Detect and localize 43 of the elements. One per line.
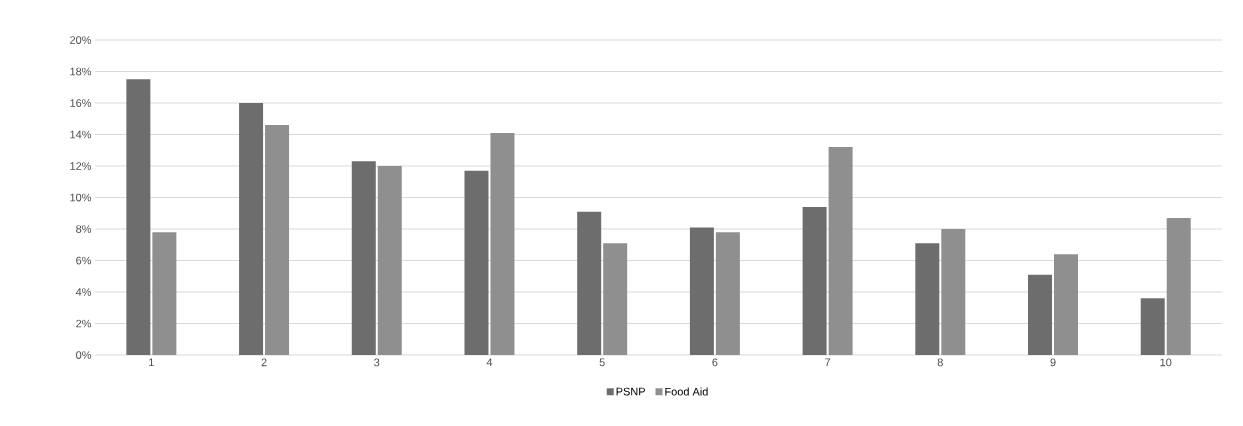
- bar: [351, 161, 376, 355]
- bar: [464, 170, 489, 355]
- x-tick-label: 4: [486, 358, 493, 367]
- x-tick-label: 1: [149, 358, 154, 367]
- x-tick-label: 6: [712, 358, 718, 367]
- y-tick-label: 14%: [70, 130, 92, 139]
- bar: [239, 103, 264, 355]
- x-tick-label: 2: [261, 358, 267, 367]
- legend-label: PSNP: [616, 387, 645, 396]
- y-tick-label: 10%: [70, 193, 92, 202]
- y-tick-label: 18%: [70, 67, 92, 76]
- bar: [715, 232, 740, 355]
- x-tick-label: 9: [1050, 358, 1056, 367]
- bar: [490, 132, 515, 355]
- bar: [1028, 274, 1053, 355]
- y-tick-label: 20%: [70, 36, 92, 44]
- y-tick-label: 12%: [70, 162, 92, 170]
- x-tick-label: 5: [599, 358, 605, 367]
- bar: [1054, 254, 1079, 355]
- bar: [377, 166, 402, 355]
- y-tick-label: 16%: [70, 99, 92, 107]
- bar: [941, 229, 966, 355]
- y-tick-label: 0%: [76, 351, 92, 359]
- y-tick-label: 4%: [75, 288, 92, 296]
- bar: [828, 147, 853, 355]
- bar: [1140, 298, 1165, 355]
- bar: [152, 232, 177, 355]
- bar: [265, 125, 290, 355]
- y-tick-label: 8%: [76, 225, 92, 233]
- bar: [603, 243, 628, 355]
- bar: [1166, 217, 1191, 355]
- x-tick-label: 7: [825, 358, 831, 367]
- bar: [126, 79, 151, 355]
- y-tick-label: 6%: [76, 256, 92, 265]
- x-tick-label: 8: [937, 358, 943, 367]
- bar: [915, 243, 940, 355]
- x-tick-label: 10: [1160, 358, 1172, 367]
- legend-label: Food Aid: [665, 387, 708, 396]
- y-tick-label: 2%: [76, 319, 92, 328]
- x-tick-label: 3: [374, 358, 380, 367]
- bar: [802, 206, 827, 355]
- bar: [689, 227, 714, 355]
- bar: [577, 211, 602, 355]
